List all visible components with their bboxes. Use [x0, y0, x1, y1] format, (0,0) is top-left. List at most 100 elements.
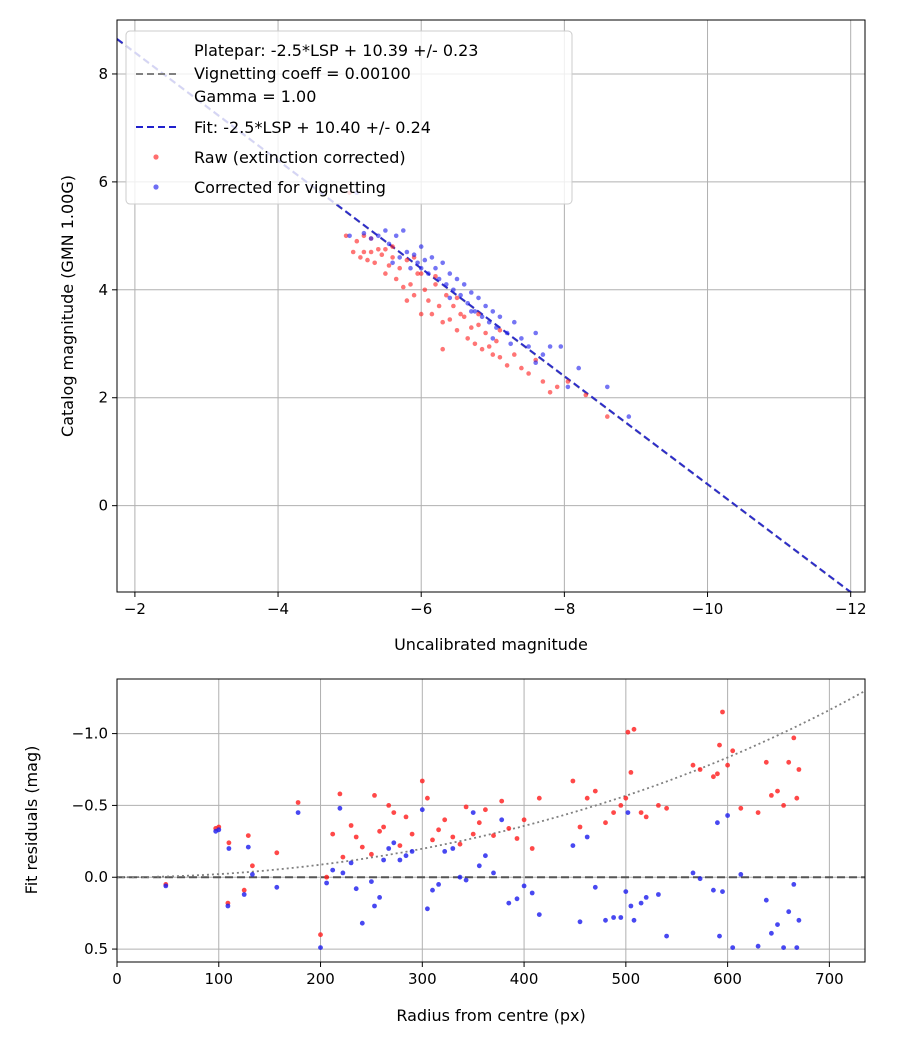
corrected-data-point — [504, 330, 510, 336]
y-tick-label: 8 — [98, 65, 108, 83]
corrected-data-point — [418, 265, 424, 271]
legend-raw-label: Raw (extinction corrected) — [194, 148, 406, 167]
corrected-data-point — [697, 876, 703, 882]
corrected-data-point — [483, 853, 488, 859]
raw-data-point — [628, 770, 634, 775]
raw-data-point — [570, 778, 576, 784]
raw-data-point — [340, 854, 346, 860]
corrected-data-point — [390, 260, 395, 266]
corrected-data-point — [755, 943, 761, 949]
y-tick-label: −0.5 — [72, 796, 108, 814]
corrected-data-point — [440, 260, 446, 266]
raw-data-point — [404, 257, 410, 263]
raw-data-point — [245, 833, 251, 838]
raw-data-point — [781, 803, 786, 808]
corrected-data-point — [638, 900, 644, 906]
corrected-data-point — [584, 834, 590, 840]
corrected-data-point — [419, 807, 425, 813]
raw-data-point — [350, 249, 356, 255]
raw-data-point — [404, 298, 410, 303]
corrected-data-point — [386, 241, 392, 247]
corrected-data-point — [250, 872, 255, 877]
corrected-data-point — [521, 883, 527, 889]
x-tick-label: 100 — [204, 970, 233, 988]
corrected-data-point — [451, 287, 456, 293]
raw-data-point — [584, 795, 590, 801]
raw-data-point — [330, 831, 336, 837]
raw-data-point — [775, 788, 780, 794]
corrected-data-point — [533, 360, 538, 366]
raw-data-point — [499, 798, 505, 804]
raw-data-point — [409, 831, 415, 837]
raw-data-point — [690, 762, 696, 768]
raw-data-point — [365, 257, 370, 263]
corrected-data-point — [444, 282, 449, 287]
raw-data-point — [497, 355, 503, 360]
raw-data-point — [381, 824, 386, 830]
corrected-data-point — [769, 930, 774, 936]
corrected-data-point — [508, 341, 513, 347]
raw-data-point — [483, 807, 488, 813]
y-tick-label: 4 — [98, 281, 108, 299]
raw-data-point — [397, 265, 403, 271]
raw-data-point — [519, 365, 524, 371]
corrected-data-point — [324, 880, 329, 886]
raw-data-point — [419, 778, 425, 784]
corrected-data-point — [623, 889, 629, 894]
corrected-data-point — [340, 870, 346, 876]
corrected-data-point — [796, 917, 802, 923]
corrected-data-point — [533, 330, 538, 336]
x-tick-label: 300 — [408, 970, 437, 988]
corrected-data-point — [592, 884, 598, 890]
bottom-x-axis-label: Radius from centre (px) — [396, 1006, 585, 1025]
vignetting-curve — [117, 690, 865, 879]
raw-data-point — [324, 874, 329, 880]
corrected-data-point — [476, 863, 482, 869]
corrected-data-point — [426, 271, 431, 276]
raw-data-point — [470, 831, 476, 837]
corrected-data-point — [506, 900, 512, 906]
raw-data-point — [376, 247, 381, 252]
corrected-data-point — [274, 884, 280, 890]
corrected-data-point — [490, 309, 496, 314]
corrected-data-point — [348, 860, 354, 866]
corrected-data-point — [447, 295, 453, 301]
raw-data-point — [444, 292, 449, 298]
raw-data-point — [436, 827, 441, 833]
raw-data-point — [429, 311, 435, 317]
raw-data-point — [426, 298, 431, 303]
raw-data-point — [450, 834, 456, 840]
corrected-data-point — [497, 314, 503, 320]
raw-data-point — [386, 263, 392, 268]
corrected-data-point — [368, 236, 374, 241]
corrected-data-point — [436, 276, 442, 282]
x-tick-label: 200 — [306, 970, 335, 988]
raw-data-point — [408, 282, 413, 287]
raw-data-point — [786, 759, 792, 765]
x-tick-label: −8 — [553, 600, 575, 618]
corrected-data-point — [241, 892, 247, 897]
corrected-data-point — [391, 840, 397, 846]
x-tick-label: −2 — [124, 600, 146, 618]
raw-data-point — [358, 255, 363, 260]
raw-data-point — [318, 932, 323, 938]
corrected-data-point — [547, 344, 553, 349]
raw-data-point — [241, 887, 247, 893]
corrected-data-point — [330, 867, 336, 873]
raw-data-point — [490, 352, 496, 357]
raw-data-point — [476, 820, 482, 826]
corrected-data-point — [383, 228, 388, 233]
raw-data-point — [397, 843, 403, 848]
raw-data-point — [337, 791, 343, 797]
raw-data-point — [769, 793, 774, 798]
raw-data-point — [403, 814, 409, 820]
raw-data-point — [411, 292, 417, 298]
corrected-data-point — [469, 290, 474, 295]
raw-data-point — [479, 346, 485, 352]
corrected-data-point — [611, 915, 616, 920]
corrected-data-point — [436, 882, 441, 887]
corrected-data-point — [226, 846, 232, 851]
x-tick-label: −6 — [410, 600, 432, 618]
corrected-data-point — [775, 922, 780, 927]
corrected-data-point — [457, 874, 463, 880]
